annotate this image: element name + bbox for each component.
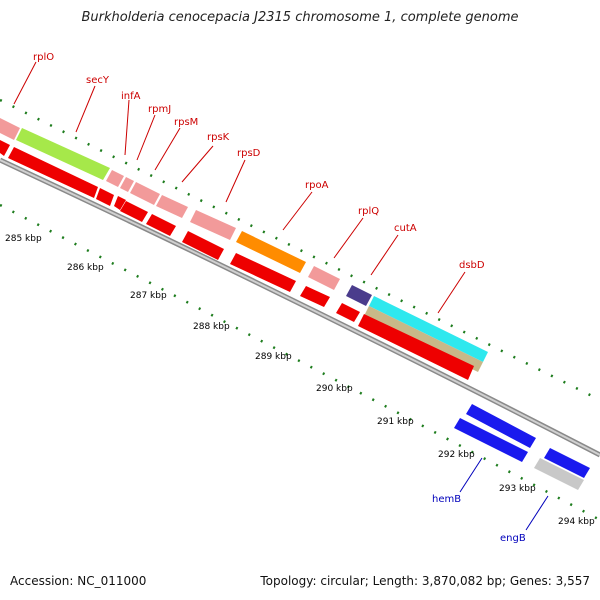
kbp-label: 289 kbp [255, 352, 292, 362]
gene-track-red [0, 140, 474, 380]
gene-label: engB [500, 533, 526, 544]
gene-label: dsbD [459, 260, 485, 271]
genome-backbone [0, 157, 600, 458]
gene-rpmJ-bar [120, 177, 134, 192]
leader-rpoA [282, 191, 313, 231]
gene-rpsM-bar [130, 182, 160, 205]
kbp-label: 287 kbp [130, 291, 167, 301]
gene-secY-bar [16, 128, 110, 180]
gene-label: rpmJ [148, 104, 171, 115]
gene-arrow-blue [454, 418, 528, 462]
gene-label: rplO [33, 52, 54, 63]
kbp-label: 285 kbp [5, 234, 42, 244]
gene-engB-bar [534, 458, 584, 490]
leader-engB [525, 495, 549, 531]
gene-infA-bar [106, 170, 124, 187]
kbp-label: 293 kbp [499, 484, 536, 494]
leader-dsbD [437, 271, 466, 314]
gene-track-lower-right [454, 404, 590, 490]
leader-hemB [459, 457, 483, 493]
gene-rpoA-bar [236, 231, 306, 273]
gene-arrow [114, 196, 126, 210]
leader-rplQ [333, 217, 364, 259]
leader-rpsD [225, 159, 246, 203]
gene-label: hemB [432, 494, 461, 505]
leader-infA [124, 99, 130, 156]
gene-arrow [8, 147, 98, 198]
gene-label: cutA [394, 223, 417, 234]
gene-arrow [96, 188, 114, 206]
gene-label: rpsD [237, 148, 261, 159]
gene-label: rpoA [305, 180, 329, 191]
gene-arrow [358, 314, 474, 380]
gene-label: rpsK [207, 132, 230, 143]
genome-summary: Topology: circular; Length: 3,870,082 bp… [260, 574, 590, 588]
kbp-label: 294 kbp [558, 517, 595, 527]
outer-tick-track [0, 98, 600, 402]
kbp-label: 288 kbp [193, 322, 230, 332]
leader-rpmJ [136, 114, 156, 161]
gene-label-leaders [13, 61, 549, 531]
gene-dsbD-bar-top [369, 296, 488, 362]
kbp-scale-labels: 285 kbp 286 kbp 287 kbp 288 kbp 289 kbp … [5, 234, 595, 527]
gene-arrow [120, 201, 148, 222]
gene-rplO-bar [0, 118, 20, 140]
accession-label: Accession: NC_011000 [10, 574, 147, 588]
map-title: Burkholderia cenocepacia J2315 chromosom… [81, 10, 519, 25]
leader-rpsK [181, 145, 214, 183]
gene-arrow [300, 286, 330, 307]
gene-label: infA [121, 91, 141, 102]
gene-arrow [0, 140, 10, 156]
leader-rplO [13, 61, 37, 105]
leader-secY [75, 85, 96, 133]
kbp-label: 286 kbp [67, 263, 104, 273]
kbp-label: 291 kbp [377, 417, 414, 427]
gene-label: rplQ [358, 206, 379, 217]
gene-arrow-blue [466, 404, 536, 448]
gene-track-upper [0, 118, 488, 372]
gene-cutA-bar [346, 285, 372, 306]
kbp-label: 292 kbp [438, 450, 475, 460]
gene-label: rpsM [174, 117, 198, 128]
inner-tick-track [0, 203, 600, 522]
gene-arrow [230, 253, 296, 292]
gene-arrow [182, 231, 224, 260]
gene-rpsK-bar [156, 195, 188, 218]
kbp-label: 290 kbp [316, 384, 353, 394]
gene-rpsD-bar [190, 210, 236, 240]
gene-arrow-blue [544, 448, 590, 478]
gene-labels: rplO secY infA rpmJ rpsM rpsK rpsD rpoA … [33, 52, 526, 544]
gene-arrow [146, 214, 176, 236]
gene-rplQ-bar [308, 266, 340, 290]
leader-cutA [370, 234, 399, 276]
leader-rpsM [154, 127, 181, 171]
gene-arrow [336, 303, 360, 322]
gene-label: secY [86, 75, 110, 86]
gene-dsbD-bar-bottom [364, 306, 483, 372]
